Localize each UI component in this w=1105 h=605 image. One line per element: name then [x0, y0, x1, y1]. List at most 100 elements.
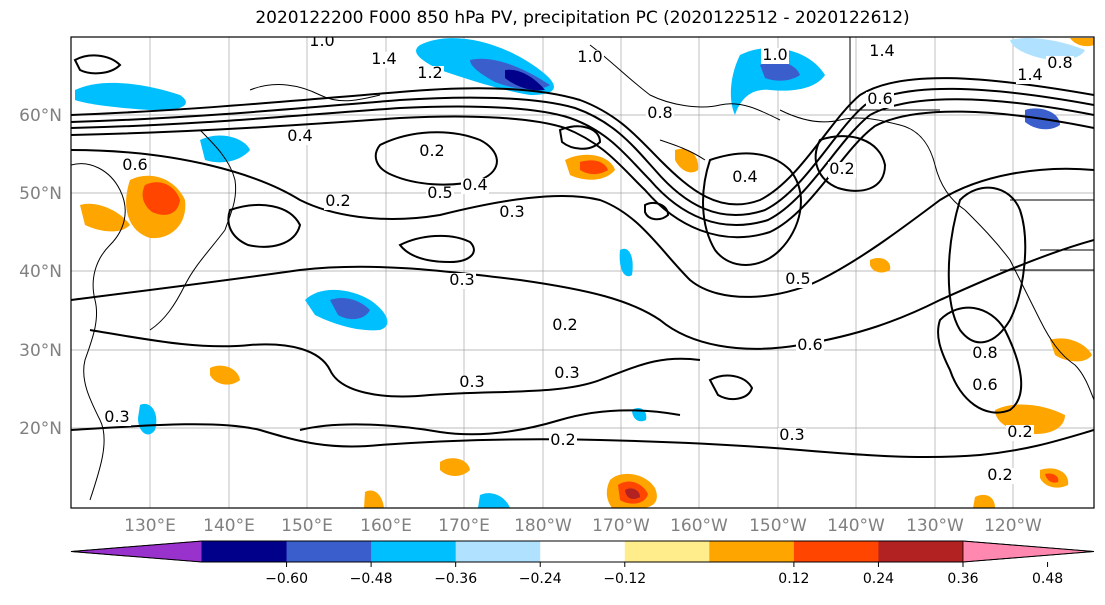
longitude-label: 170°W	[592, 516, 650, 536]
contour-label: 0.2	[1007, 422, 1032, 441]
contour-label-bg	[866, 92, 894, 108]
coastlines	[71, 37, 1094, 501]
colorbar-outline	[70, 540, 1095, 563]
contour-label: 0.5	[427, 183, 452, 202]
contour-label: 0.8	[647, 103, 672, 122]
colorbar-bin	[878, 541, 964, 562]
colorbar-ticks: −0.60 −0.48 −0.36 −0.24 −0.12 0.12 0.24 0.36 0.4…	[265, 562, 1063, 587]
contour-label-bg	[448, 273, 476, 289]
colorbar-tick-label: −0.60	[265, 571, 308, 587]
contour-label-bg	[971, 346, 999, 362]
longitude-label: 140°W	[827, 516, 885, 536]
latitude-label: 60°N	[19, 106, 62, 126]
latitude-label: 40°N	[19, 262, 62, 282]
contour-label: 0.6	[797, 335, 822, 354]
contour-label: 0.6	[867, 89, 892, 108]
contour-label: 0.5	[785, 269, 810, 288]
contour-label-bg	[498, 205, 526, 221]
contour-label-bg	[576, 50, 604, 66]
map-area	[71, 37, 1094, 508]
contour-label: 1.0	[577, 47, 602, 66]
contour-label: 0.3	[459, 372, 484, 391]
figure-title: 2020122200 F000 850 hPa PV, precipitatio…	[255, 8, 910, 28]
contour-label-bg	[416, 66, 444, 82]
colorbar-tick-label: 0.48	[1032, 571, 1063, 587]
precip-shading	[75, 38, 1094, 508]
longitude-label: 180°W	[514, 516, 572, 536]
contour-label-bg	[103, 410, 131, 426]
contour-label-bg	[761, 48, 789, 64]
contour-labels: 1.0 1.4 1.2 1.0 1.4 0.8 1.4 0.6 1.0 0.4 0.6 0.2 0.4 0…	[103, 31, 1074, 484]
longitude-label: 160°W	[670, 516, 728, 536]
longitude-label: 140°E	[203, 516, 255, 536]
contour-label: 0.2	[325, 191, 350, 210]
contour-label-bg	[731, 170, 759, 186]
contour-label: 1.4	[869, 41, 894, 60]
longitude-label: 130°E	[124, 516, 176, 536]
contour-label-bg	[370, 52, 398, 68]
colorbar-tick-label: 0.36	[947, 571, 978, 587]
contour-label: 1.4	[371, 49, 396, 68]
colorbar-under-triangle	[70, 540, 203, 563]
longitude-label: 120°W	[984, 516, 1042, 536]
colorbar-bin	[286, 541, 372, 562]
longitude-label: 160°E	[360, 516, 412, 536]
contour-label-bg	[778, 428, 806, 444]
colorbar-bin	[624, 541, 710, 562]
longitude-labels: 130°E 140°E 150°E 160°E 170°E 180°W 170°W 160°W…	[124, 516, 1042, 536]
longitude-label: 150°E	[281, 516, 333, 536]
contour-label-bg	[646, 106, 674, 122]
contour-label-bg	[458, 375, 486, 391]
contour-label: 0.3	[104, 407, 129, 426]
contour-label: 0.2	[987, 465, 1012, 484]
colorbar-tick-label: −0.24	[519, 571, 562, 587]
contour-label-bg	[1016, 68, 1044, 84]
contour-label-bg	[426, 186, 454, 202]
contour-label: 0.3	[554, 363, 579, 382]
contour-label: 0.8	[972, 343, 997, 362]
latitude-label: 50°N	[19, 184, 62, 204]
contour-label: 0.3	[449, 270, 474, 289]
map-frame	[70, 36, 1095, 509]
latitude-label: 20°N	[19, 419, 62, 439]
colorbar-tick-label: 0.12	[778, 571, 809, 587]
colorbar-bin	[202, 541, 288, 562]
colorbar-bin	[371, 541, 457, 562]
colorbar-tick-label: −0.48	[350, 571, 393, 587]
contour-label: 1.4	[1017, 65, 1042, 84]
contour-label: 0.4	[462, 175, 487, 194]
contour-label-bg	[286, 129, 314, 145]
contour-label: 0.2	[829, 159, 854, 178]
contour-label-bg	[868, 44, 896, 60]
contour-label-bg	[324, 194, 352, 210]
longitude-label: 170°E	[438, 516, 490, 536]
contour-label: 0.4	[287, 126, 312, 145]
contour-label-bg	[308, 37, 336, 50]
contour-label-bg	[553, 366, 581, 382]
contour-label: 0.6	[972, 375, 997, 394]
contour-label-bg	[796, 338, 824, 354]
latitude-labels: 60°N 50°N 40°N 30°N 20°N	[19, 106, 62, 439]
colorbar-tick-label: −0.12	[603, 571, 646, 587]
colorbar-bin	[709, 541, 795, 562]
colorbar-bin	[455, 541, 541, 562]
contour-label-bg	[121, 158, 149, 174]
contour-label: 1.0	[762, 45, 787, 64]
colorbar-tick-label: −0.36	[434, 571, 477, 587]
contour-label: 1.0	[309, 31, 334, 50]
latitude-label: 30°N	[19, 341, 62, 361]
colorbar-over-triangle	[962, 540, 1095, 563]
contour-label: 1.2	[417, 63, 442, 82]
contour-label-bg	[1006, 425, 1034, 441]
colorbar	[70, 540, 1095, 563]
contour-label-bg	[784, 272, 812, 288]
colorbar-tick-label: 0.24	[863, 571, 894, 587]
colorbar-bin	[793, 541, 879, 562]
contour-label-bg	[971, 378, 999, 394]
contour-label-bg	[549, 433, 577, 449]
contour-label: 0.8	[1047, 53, 1072, 72]
contour-label: 0.6	[122, 155, 147, 174]
contour-label: 0.2	[552, 315, 577, 334]
